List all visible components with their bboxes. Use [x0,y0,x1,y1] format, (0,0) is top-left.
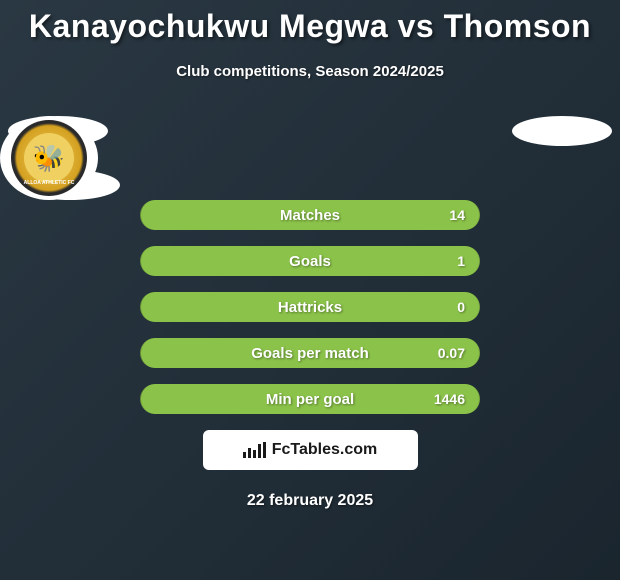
stat-label: Hattricks [278,299,342,316]
stat-row-goals-per-match: Goals per match 0.07 [140,338,480,368]
bar-chart-icon [243,442,266,458]
stat-value: 14 [449,207,465,223]
stat-value: 1 [457,253,465,269]
stat-value: 0.07 [438,345,465,361]
stat-label: Matches [280,207,340,224]
stat-value: 1446 [434,391,465,407]
footer-date: 22 february 2025 [0,492,620,510]
subtitle: Club competitions, Season 2024/2025 [0,63,620,80]
club-logo: 🐝 ALLOA ATHLETIC FC [11,120,87,196]
comparison-section: 🐝 ALLOA ATHLETIC FC Matches 14 Goals 1 H… [0,116,620,414]
stats-container: Matches 14 Goals 1 Hattricks 0 Goals per… [140,200,480,414]
page-title: Kanayochukwu Megwa vs Thomson [0,0,620,45]
fctables-text: FcTables.com [272,441,378,459]
stat-label: Min per goal [266,391,354,408]
stat-row-hattricks: Hattricks 0 [140,292,480,322]
fctables-branding: FcTables.com [203,430,418,470]
stat-row-min-per-goal: Min per goal 1446 [140,384,480,414]
stat-row-matches: Matches 14 [140,200,480,230]
bee-icon: 🐝 [33,143,65,174]
stat-row-goals: Goals 1 [140,246,480,276]
player-right-badge-1 [512,116,612,146]
stat-label: Goals [289,253,331,270]
stat-value: 0 [457,299,465,315]
club-name-text: ALLOA ATHLETIC FC [24,180,75,186]
stat-label: Goals per match [251,345,369,362]
